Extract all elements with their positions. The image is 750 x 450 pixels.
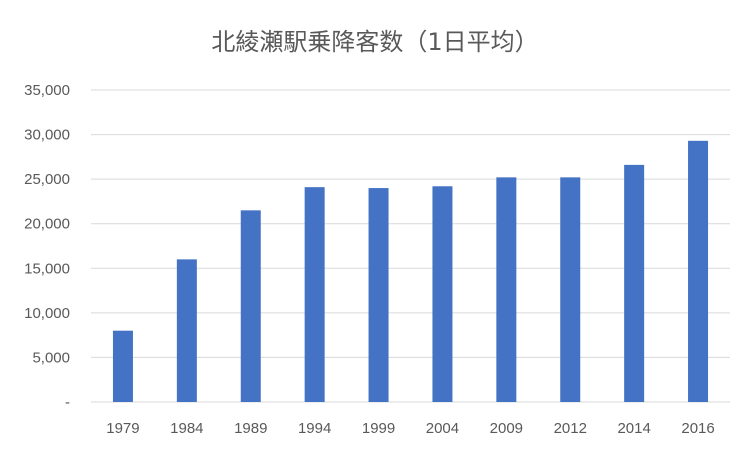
x-tick-label: 2009: [490, 420, 523, 437]
bars: [112, 140, 709, 402]
x-tick-label: 2016: [681, 420, 714, 437]
y-tick-label: -: [65, 394, 70, 411]
x-tick-label: 2004: [426, 420, 459, 437]
bar-1999: [368, 188, 389, 402]
x-axis-ticks: 1979 1984 1989 1994 1999 2004 2009 2012 2014 2016: [106, 420, 714, 437]
bar-1979: [112, 330, 133, 402]
x-tick-label: 1989: [234, 420, 267, 437]
y-tick-label: 30,000: [24, 127, 70, 144]
bar-1984: [176, 259, 197, 402]
x-tick-label: 2014: [617, 420, 650, 437]
bar-2009: [496, 177, 517, 402]
y-tick-label: 25,000: [24, 171, 70, 188]
y-tick-label: 15,000: [24, 260, 70, 277]
bar-2012: [560, 177, 581, 402]
bar-2004: [432, 186, 453, 402]
y-tick-label: 20,000: [24, 216, 70, 233]
chart-title: 北綾瀬駅乗降客数（1日平均）: [211, 28, 538, 56]
gridlines: [91, 89, 730, 403]
x-tick-label: 1994: [298, 420, 331, 437]
bar-1994: [304, 187, 325, 402]
x-tick-label: 1984: [170, 420, 203, 437]
x-tick-label: 1979: [106, 420, 139, 437]
y-tick-label: 5,000: [32, 349, 70, 366]
y-tick-label: 35,000: [24, 82, 70, 99]
x-tick-label: 2012: [554, 420, 587, 437]
bar-1989: [240, 210, 261, 402]
bar-2016: [688, 140, 709, 402]
y-axis-ticks: - 5,000 10,000 15,000 20,000 25,000 30,000 35,0…: [24, 82, 70, 411]
x-tick-label: 1999: [362, 420, 395, 437]
bar-2014: [624, 164, 645, 402]
y-tick-label: 10,000: [24, 305, 70, 322]
